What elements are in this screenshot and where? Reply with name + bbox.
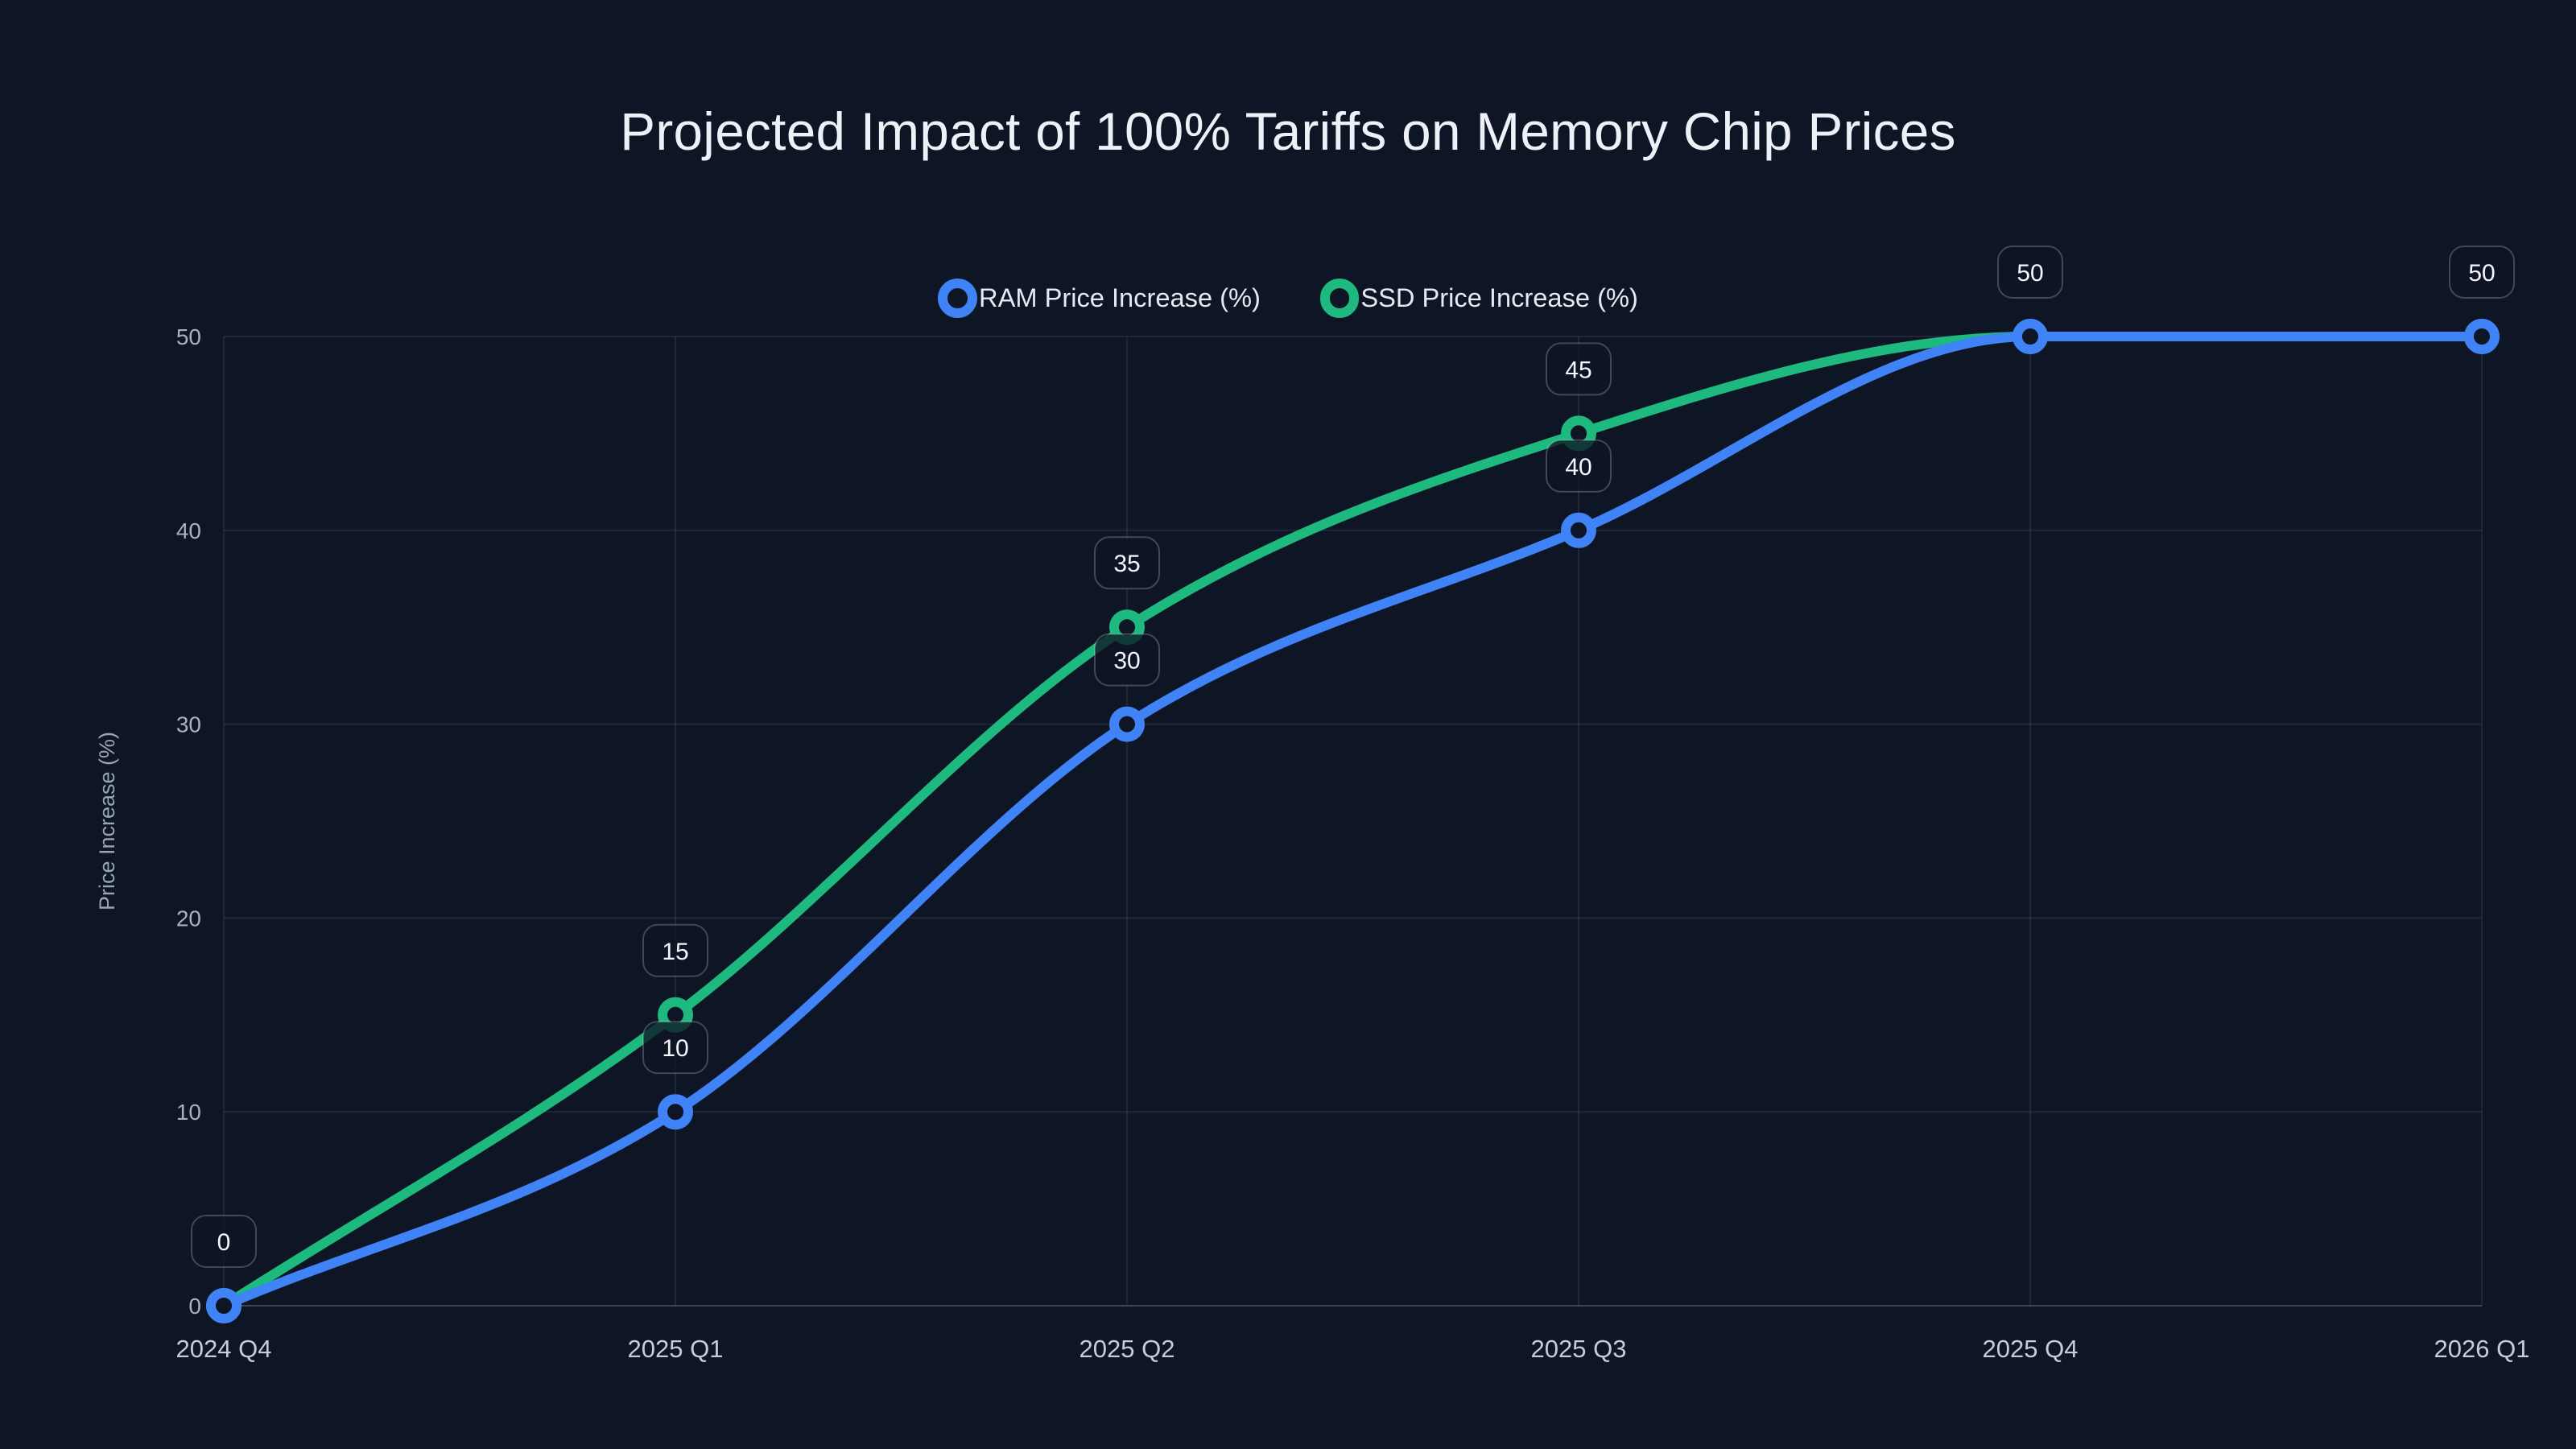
ram-data-point[interactable] — [1561, 512, 1596, 548]
y-tick-label: 30 — [176, 712, 201, 737]
point-value-badge — [642, 923, 708, 977]
x-tick-label: 2026 Q1 — [2434, 1335, 2530, 1363]
chart-title: Projected Impact of 100% Tariffs on Memo… — [620, 102, 1956, 161]
ram-legend-ring-icon — [938, 278, 978, 318]
ssd-legend-ring-icon — [1319, 278, 1360, 318]
point-value-badge — [1094, 633, 1160, 687]
point-value-badge — [2449, 246, 2515, 299]
ram-data-point[interactable] — [1109, 706, 1145, 742]
y-axis-title: Price Increase (%) — [95, 732, 119, 910]
point-value-label: 35 — [1113, 551, 1140, 577]
ram-series-line — [219, 331, 2487, 1311]
y-tick-label: 50 — [176, 324, 201, 349]
point-value-label: 30 — [1113, 648, 1140, 675]
y-tick-label: 20 — [176, 906, 201, 931]
ssd-series-line — [219, 331, 2487, 1311]
point-value-label: 10 — [662, 1035, 688, 1062]
point-value-badge — [642, 1021, 708, 1075]
point-value-badge — [1546, 439, 1612, 493]
legend: RAM Price Increase (%) SSD Price Increas… — [0, 278, 2576, 318]
point-value-label: 15 — [662, 939, 688, 965]
ram-data-point[interactable] — [658, 1094, 693, 1130]
legend-item-ssd[interactable]: SSD Price Increase (%) — [1319, 278, 1638, 318]
x-tick-label: 2025 Q3 — [1531, 1335, 1627, 1363]
ram-data-point[interactable] — [206, 1288, 242, 1323]
point-value-badge — [1997, 246, 2063, 299]
point-value-label: 40 — [1565, 454, 1591, 481]
x-tick-label: 2025 Q4 — [1983, 1335, 2079, 1363]
y-tick-label: 40 — [176, 518, 201, 543]
point-value-label: 0 — [217, 1229, 231, 1256]
point-value-badge — [1094, 536, 1160, 590]
x-tick-label: 2025 Q1 — [628, 1335, 724, 1363]
legend-item-ram[interactable]: RAM Price Increase (%) — [938, 278, 1261, 318]
y-tick-label: 0 — [188, 1294, 201, 1319]
ram-data-point[interactable] — [2464, 319, 2500, 354]
legend-label-ssd: SSD Price Increase (%) — [1360, 283, 1638, 313]
point-value-label: 45 — [1565, 357, 1591, 383]
point-value-label: 50 — [2468, 260, 2495, 287]
point-value-badge — [191, 1215, 257, 1268]
point-value-label: 50 — [2017, 260, 2043, 287]
ram-data-point[interactable] — [2013, 319, 2048, 354]
x-tick-label: 2024 Q4 — [176, 1335, 272, 1363]
point-value-badge — [1546, 342, 1612, 396]
x-tick-label: 2025 Q2 — [1080, 1335, 1175, 1363]
y-tick-label: 10 — [176, 1100, 201, 1125]
legend-label-ram: RAM Price Increase (%) — [979, 283, 1261, 313]
